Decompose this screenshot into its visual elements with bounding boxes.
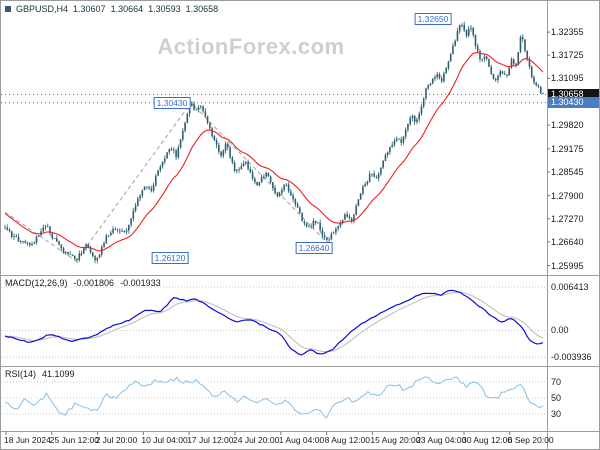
legend-high: 1.30664 bbox=[110, 4, 144, 14]
legend-symbol-timeframe: GBPUSD,H4 bbox=[16, 4, 69, 14]
chart-symbol-icon bbox=[5, 6, 11, 12]
legend-open: 1.30607 bbox=[73, 4, 106, 14]
current-price-box: 1.30658 bbox=[548, 88, 599, 100]
rsi-value: 41.1099 bbox=[42, 369, 75, 379]
legend-low: 1.30593 bbox=[148, 4, 181, 14]
rsi-name: RSI(14) bbox=[5, 369, 37, 379]
legend-close: 1.30658 bbox=[185, 4, 219, 14]
chart-legend: GBPUSD,H4 1.30607 1.30664 1.30593 1.3065… bbox=[5, 4, 218, 14]
macd-main-value: -0.001806 bbox=[73, 278, 115, 288]
macd-name: MACD(12,26,9) bbox=[5, 278, 68, 288]
watermark-text: ActionForex.com bbox=[157, 34, 345, 59]
macd-indicator-label: MACD(12,26,9) -0.001806 -0.001933 bbox=[5, 278, 161, 288]
macd-signal-value: -0.001933 bbox=[120, 278, 161, 288]
reference-price-box: 1.30430 bbox=[548, 97, 599, 109]
rsi-indicator-label: RSI(14) 41.1099 bbox=[5, 369, 75, 379]
